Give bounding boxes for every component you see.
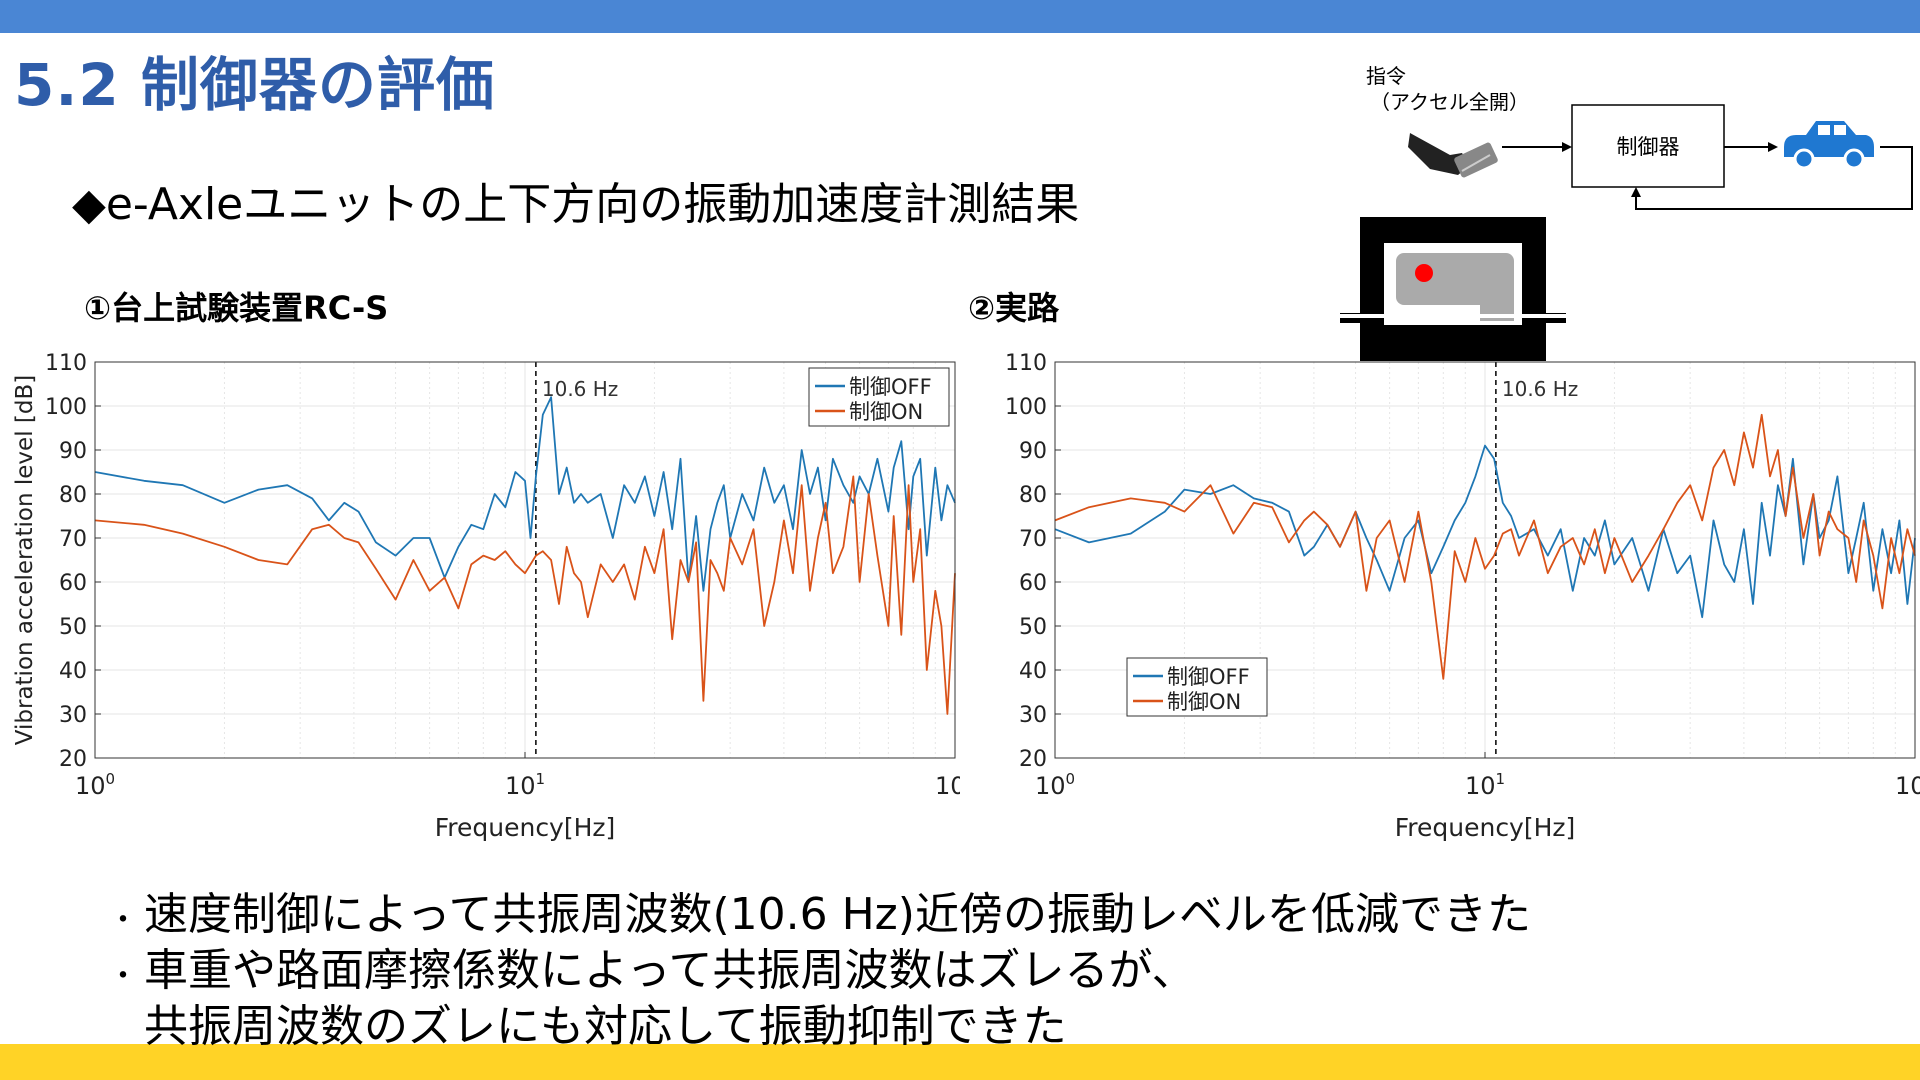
chart-bench-test: 20 30 40 50 60 70 80 90 100 110 100 101 102 10.6 Hz Fr…	[12, 351, 960, 842]
bullet-2: ・車重や路面摩擦係数によって共振周波数はズレるが、	[108, 934, 1196, 998]
x-tick-label: 102	[935, 770, 960, 800]
panel2-title: ②実路	[968, 289, 1060, 327]
page-title: 5.2 制御器の評価	[14, 51, 495, 119]
series-line-off	[94, 396, 956, 592]
y-tick-label: 20	[1019, 747, 1047, 772]
bullet-1: ・速度制御によって共振周波数(10.6 Hz)近傍の振動レベルを低減できた	[108, 878, 1531, 942]
sensor-marker	[1415, 264, 1433, 282]
x-tick-label: 100	[75, 770, 115, 800]
y-tick-label: 30	[1019, 703, 1047, 728]
series-line-off	[1054, 444, 1916, 619]
y-tick-label: 80	[1019, 483, 1047, 508]
x-axis-label: Frequency[Hz]	[435, 813, 616, 842]
legend-label: 制御ON	[849, 400, 923, 424]
bottom-accent-bar	[0, 1044, 1920, 1080]
y-tick-label: 70	[1019, 527, 1047, 552]
accelerator-pedal-icon	[1408, 133, 1498, 178]
y-tick-label: 50	[1019, 615, 1047, 640]
series-line-on	[94, 475, 956, 715]
y-tick-label: 40	[1019, 659, 1047, 684]
command-sub-label: （アクセル全開）	[1370, 90, 1529, 114]
x-tick-label: 101	[505, 770, 545, 800]
test-rig-icon	[1340, 217, 1566, 361]
bullet-2-text: 車重や路面摩擦係数によって共振周波数はズレるが、	[144, 945, 1196, 996]
y-tick-label: 90	[59, 439, 87, 464]
series-line-on	[1054, 413, 1916, 680]
x-tick-label: 101	[1465, 770, 1505, 800]
y-tick-label: 60	[59, 571, 87, 596]
y-tick-label: 40	[59, 659, 87, 684]
control-block-diagram: 指令 （アクセル全開） 制御器	[1340, 64, 1913, 361]
top-accent-bar	[0, 0, 1920, 33]
y-tick-label: 30	[59, 703, 87, 728]
y-tick-label: 20	[59, 747, 87, 772]
legend-label: 制御OFF	[1167, 665, 1250, 689]
y-tick-label: 100	[45, 395, 87, 420]
bullet-1-text: 速度制御によって共振周波数(10.6 Hz)近傍の振動レベルを低減できた	[144, 889, 1531, 940]
y-tick-label: 110	[45, 351, 87, 376]
legend-label: 制御OFF	[849, 375, 932, 399]
y-tick-label: 80	[59, 483, 87, 508]
chart-real-road: 20 30 40 50 60 70 80 90 100 110 100 101 102 10.6 Hz Fr…	[1005, 351, 1920, 842]
command-label: 指令	[1366, 64, 1406, 88]
feedback-line	[1635, 146, 1913, 210]
car-icon	[1784, 121, 1874, 170]
controller-box	[1571, 104, 1725, 188]
y-tick-label: 60	[1019, 571, 1047, 596]
y-tick-label: 100	[1005, 395, 1047, 420]
x-axis-label: Frequency[Hz]	[1395, 813, 1576, 842]
legend-box	[1126, 657, 1268, 717]
legend-box	[808, 367, 950, 427]
x-tick-label: 100	[1035, 770, 1075, 800]
legend-label: 制御ON	[1167, 690, 1241, 714]
y-tick-label: 90	[1019, 439, 1047, 464]
bullet-mark: ・	[108, 903, 138, 938]
y-axis-label: Vibration acceleration level [dB]	[12, 375, 38, 745]
y-tick-label: 110	[1005, 351, 1047, 376]
bullet-mark: ・	[108, 959, 138, 994]
plot-frame	[1054, 361, 1916, 759]
subtitle: ◆e-Axleユニットの上下方向の振動加速度計測結果	[72, 179, 1080, 230]
bullet-3: 共振周波数のズレにも対応して振動抑制できた	[144, 990, 1067, 1054]
y-tick-label: 50	[59, 615, 87, 640]
bullet-3-text: 共振周波数のズレにも対応して振動抑制できた	[144, 1001, 1067, 1052]
controller-label: 制御器	[1617, 135, 1680, 159]
x-tick-label: 102	[1895, 770, 1920, 800]
y-tick-label: 70	[59, 527, 87, 552]
resonance-label: 10.6 Hz	[1502, 377, 1578, 401]
resonance-label: 10.6 Hz	[542, 377, 618, 401]
panel1-title: ①台上試験装置RC-S	[84, 289, 389, 327]
plot-frame	[94, 361, 956, 759]
